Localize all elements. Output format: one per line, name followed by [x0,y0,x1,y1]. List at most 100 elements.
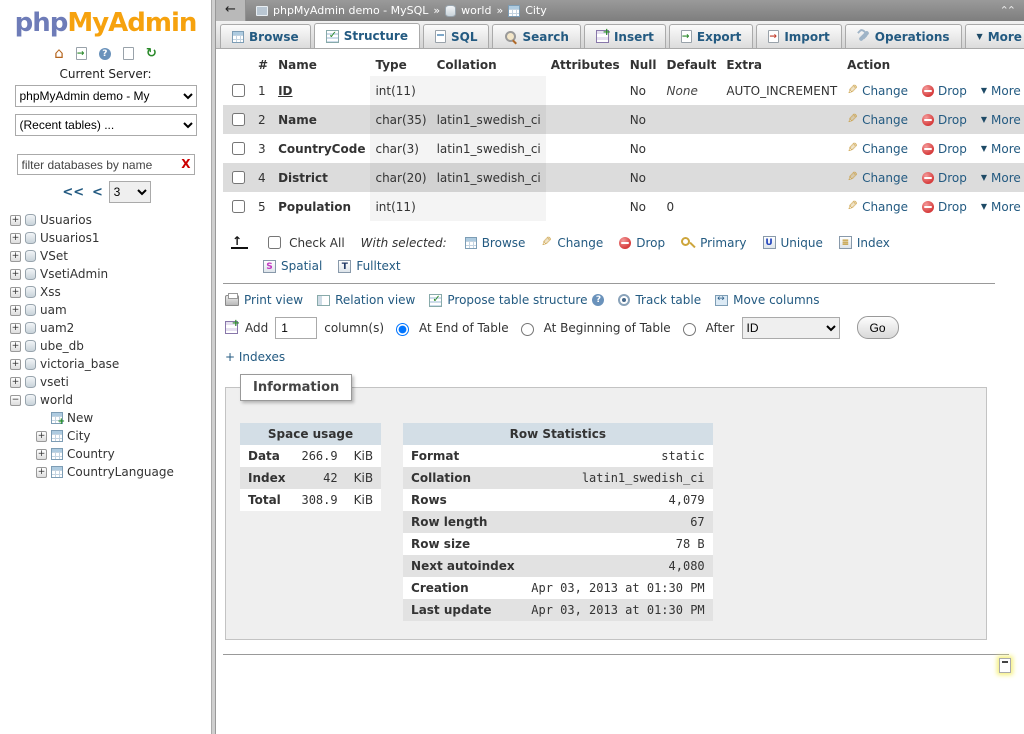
server-select[interactable]: phpMyAdmin demo - My [14,85,197,107]
expand-icon[interactable]: + [10,340,21,352]
tree-item-vsetiadmin[interactable]: + VsetiAdmin [10,267,109,281]
help-icon[interactable]: ? [592,294,605,306]
selected-index-button[interactable]: ≡ Index [838,236,890,250]
row-checkbox[interactable] [232,142,245,155]
track-table-link[interactable]: Track table [618,293,701,307]
back-button[interactable]: ← [216,0,246,21]
after-radio[interactable] [682,322,696,336]
add-column-count-input[interactable] [275,316,318,339]
expand-icon[interactable]: + [10,232,21,244]
drop-link[interactable]: Drop [922,113,967,127]
expand-icon[interactable]: + [10,250,21,262]
at-end-radio[interactable] [396,322,410,336]
expand-icon[interactable]: + [10,286,21,298]
print-view-link[interactable]: Print view [225,292,303,307]
row-checkbox[interactable] [232,84,245,97]
selected-drop-button[interactable]: Drop [619,236,665,250]
drop-link[interactable]: Drop [922,142,967,156]
expand-icon[interactable]: + [10,214,21,226]
tree-item-usuarios[interactable]: + Usuarios [10,213,92,227]
filter-databases-input[interactable] [16,154,195,175]
change-link[interactable]: ✎ Change [847,112,909,127]
collapse-icon[interactable]: − [10,394,21,406]
expand-icon[interactable]: + [10,376,21,388]
expand-icon[interactable]: + [36,430,47,442]
tree-item-city[interactable]: + City [36,429,91,443]
drop-link[interactable]: Drop [922,84,967,98]
drop-link[interactable]: Drop [922,200,967,214]
expand-icon[interactable]: + [36,466,47,478]
more-link[interactable]: ▼ More [980,199,1021,214]
selected-primary-button[interactable]: Primary [681,236,747,250]
tree-item-country[interactable]: + Country [36,447,115,461]
selected-change-button[interactable]: ✎ Change [541,235,604,250]
phpmyadmin-logo[interactable]: phpMyAdmin [0,8,211,38]
mysql-docs-icon[interactable] [122,47,134,60]
more-link[interactable]: ▼ More [980,141,1021,156]
tab-export[interactable]: Export [668,24,754,48]
top-of-page-icon[interactable] [999,658,1011,673]
expand-icon[interactable]: + [10,304,21,316]
tree-item-vset[interactable]: + VSet [10,249,68,263]
tab-browse[interactable]: Browse [220,24,311,48]
home-icon[interactable]: ⌂ [54,44,64,62]
row-checkbox[interactable] [232,200,245,213]
tab-import[interactable]: Import [756,24,842,48]
sidebar-resize-handle[interactable] [211,0,216,734]
tree-item-ube-db[interactable]: + ube_db [10,339,84,353]
expand-icon[interactable]: + [10,358,21,370]
selected-spatial-button[interactable]: S Spatial [263,259,322,273]
collapse-window-icon[interactable]: ⌃⌃ [999,4,1016,17]
breadcrumb-server[interactable]: phpMyAdmin demo - MySQL [273,4,429,17]
move-columns-link[interactable]: Move columns [715,293,820,307]
tree-item-vseti[interactable]: + vseti [10,375,69,389]
expand-icon[interactable]: + [36,448,47,460]
propose-structure-link[interactable]: Propose table structure? [429,293,605,307]
tree-item-victoria-base[interactable]: + victoria_base [10,357,120,371]
tree-item-uam[interactable]: + uam [10,303,67,317]
pager-fast-back-link[interactable]: << [62,185,85,200]
expand-icon[interactable]: + [10,322,21,334]
change-link[interactable]: ✎ Change [847,83,909,98]
more-link[interactable]: ▼ More [980,112,1021,127]
breadcrumb-table[interactable]: City [525,4,547,17]
tree-item-countrylanguage[interactable]: + CountryLanguage [36,465,174,479]
tree-item-xss[interactable]: + Xss [10,285,61,299]
pager-page-select[interactable]: 3 [108,181,151,203]
tab-sql[interactable]: SQL [422,24,490,48]
tree-item-world[interactable]: − world [10,393,74,407]
selected-unique-button[interactable]: U Unique [762,236,823,250]
check-all[interactable]: Check All [264,233,345,252]
tab-structure[interactable]: Structure [313,23,420,48]
check-all-checkbox[interactable] [268,236,282,249]
relation-view-link[interactable]: Relation view [317,293,415,307]
recent-tables-select[interactable]: (Recent tables) ... [14,114,197,136]
tab-operations[interactable]: Operations [844,24,962,48]
expand-icon[interactable]: + [10,268,21,280]
tab-more[interactable]: ▼ More [964,24,1024,48]
indexes-toggle-link[interactable]: + Indexes [225,350,286,364]
change-link[interactable]: ✎ Change [847,141,909,156]
at-beginning-radio[interactable] [520,322,534,336]
tab-search[interactable]: Search [492,24,581,48]
breadcrumb-database[interactable]: world [461,4,492,17]
pager-back-link[interactable]: < [91,185,103,200]
tree-item-uam2[interactable]: + uam2 [10,321,75,335]
after-column-select[interactable]: ID [741,316,840,339]
reload-navigation-icon[interactable]: ↻ [145,46,157,61]
tree-item-usuarios1[interactable]: + Usuarios1 [10,231,100,245]
go-button[interactable]: Go [856,316,899,339]
row-checkbox[interactable] [232,171,245,184]
row-checkbox[interactable] [232,113,245,126]
clear-filter-icon[interactable]: X [181,157,191,171]
more-link[interactable]: ▼ More [980,83,1021,98]
selected-browse-button[interactable]: Browse [464,236,525,250]
selected-fulltext-button[interactable]: T Fulltext [338,259,401,273]
drop-link[interactable]: Drop [922,171,967,185]
change-link[interactable]: ✎ Change [847,170,909,185]
documentation-icon[interactable]: ? [98,47,111,60]
tree-item-new-table[interactable]: + New [10,409,211,427]
logout-icon[interactable] [75,47,87,60]
more-link[interactable]: ▼ More [980,170,1021,185]
tab-insert[interactable]: Insert [583,24,666,48]
